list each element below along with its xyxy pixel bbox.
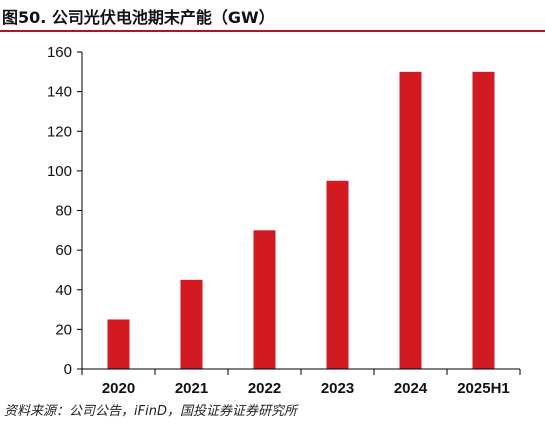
y-tick-label: 20 bbox=[55, 321, 72, 338]
y-tick-label: 0 bbox=[64, 361, 72, 378]
bar-2021 bbox=[180, 279, 203, 369]
y-tick-label: 80 bbox=[55, 203, 72, 220]
x-category-label: 2024 bbox=[394, 380, 428, 397]
bar-2022 bbox=[253, 230, 276, 369]
y-tick-label: 160 bbox=[47, 44, 72, 61]
x-category-label: 2020 bbox=[102, 380, 135, 397]
y-tick-label: 100 bbox=[47, 163, 72, 180]
x-category-label: 2023 bbox=[321, 380, 354, 397]
y-axis: 0 20 40 60 80 100 120 140 160 bbox=[47, 44, 83, 378]
figure-title: 图50. 公司光伏电池期末产能（GW） bbox=[2, 8, 275, 27]
y-tick-label: 140 bbox=[47, 84, 72, 101]
x-category-label: 2025H1 bbox=[457, 380, 510, 397]
x-axis: 2020 2021 2022 2023 2024 2025H1 bbox=[81, 368, 521, 397]
source-note: 资料来源：公司公告，iFinD，国投证券证券研究所 bbox=[4, 404, 297, 419]
y-tick-label: 120 bbox=[47, 123, 72, 140]
y-tick-label: 40 bbox=[55, 282, 72, 299]
bar-2025H1 bbox=[472, 71, 495, 369]
x-category-label: 2021 bbox=[175, 380, 208, 397]
title-rule bbox=[0, 30, 545, 32]
bar-2024 bbox=[399, 71, 422, 369]
y-tick-label: 60 bbox=[55, 242, 72, 259]
bars-group bbox=[107, 71, 495, 369]
bar-2023 bbox=[326, 180, 349, 369]
bar-2020 bbox=[107, 319, 130, 369]
x-category-label: 2022 bbox=[248, 380, 281, 397]
